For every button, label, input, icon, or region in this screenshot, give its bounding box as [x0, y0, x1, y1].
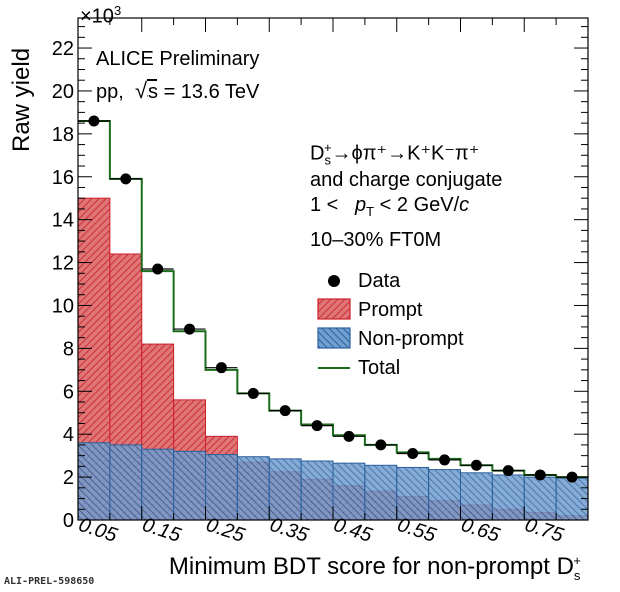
y-tick-label: 6	[63, 381, 74, 403]
nonprompt-bar	[396, 466, 430, 520]
nonprompt-bar	[364, 464, 398, 520]
nonprompt-histogram	[78, 442, 588, 520]
legend-marks	[317, 275, 351, 369]
legend-prompt-swatch	[317, 298, 351, 320]
total-histogram	[78, 119, 588, 479]
y-tick-label: 10	[52, 295, 74, 317]
nonprompt-bar	[428, 469, 461, 520]
data-point	[247, 387, 259, 399]
data-points	[78, 115, 588, 483]
legend-nonprompt-swatch	[317, 327, 351, 349]
nonprompt-bar	[300, 460, 334, 520]
decay-channel: Ds+→ϕπ⁺→K⁺K⁻π⁺	[310, 140, 480, 168]
data-point	[502, 465, 514, 477]
charge-conjugate-label: and charge conjugate	[310, 169, 503, 191]
y-tick-label: 0	[63, 510, 74, 532]
data-point	[470, 459, 482, 471]
nonprompt-bar	[205, 454, 238, 520]
data-point	[88, 115, 100, 127]
nonprompt-bar	[109, 444, 143, 520]
y-tick-label: 14	[52, 210, 74, 232]
data-point	[279, 405, 291, 417]
data-point	[439, 454, 451, 466]
data-point	[375, 439, 387, 451]
experiment-label: ALICE Preliminary	[96, 48, 260, 70]
nonprompt-bar	[555, 477, 588, 520]
nonprompt-bar	[268, 458, 302, 520]
nonprompt-bar	[332, 462, 366, 520]
y-tick-label: 4	[63, 424, 74, 446]
data-point	[407, 447, 419, 459]
legend-label-nonprompt: Non-prompt	[358, 328, 464, 350]
y-tick-label: 2	[63, 467, 74, 489]
legend-data-marker	[328, 275, 340, 287]
nonprompt-bar	[236, 456, 270, 520]
nonprompt-bar	[78, 442, 111, 520]
legend-label-total: Total	[358, 357, 401, 379]
centrality-label: 10–30% FT0M	[310, 229, 442, 251]
system-energy-label: pp, √ss = 13.6 TeV	[96, 78, 260, 103]
y-tick-label: 20	[52, 81, 74, 103]
data-point	[184, 323, 196, 335]
y-multiplier: ×103	[80, 3, 122, 28]
data-point	[566, 471, 578, 483]
nonprompt-bar	[491, 474, 525, 520]
nonprompt-bar	[460, 472, 493, 520]
y-tick-label: 22	[52, 38, 74, 60]
y-tick-label: 8	[63, 338, 74, 360]
nonprompt-bar	[173, 450, 206, 520]
legend-label-prompt: Prompt	[358, 299, 423, 321]
pt-range-label: 1 < pT < 2 GeV/c	[310, 194, 470, 219]
data-point	[120, 173, 132, 185]
nonprompt-bar	[141, 448, 175, 520]
total-line-path	[78, 119, 588, 479]
data-point	[311, 420, 323, 432]
data-point	[343, 430, 355, 442]
y-tick-label: 12	[52, 253, 74, 275]
y-tick-label: 18	[52, 124, 74, 146]
data-point	[215, 362, 227, 374]
legend-label-data: Data	[358, 270, 401, 292]
data-point	[534, 469, 546, 481]
figure-id: ALI-PREL-598650	[4, 576, 95, 587]
y-axis-label: Raw yield	[8, 47, 35, 152]
x-axis-label: Minimum BDT score for non-prompt Ds+	[168, 553, 581, 583]
data-point	[152, 263, 164, 275]
y-tick-label: 16	[52, 167, 74, 189]
nonprompt-bar	[523, 476, 557, 520]
